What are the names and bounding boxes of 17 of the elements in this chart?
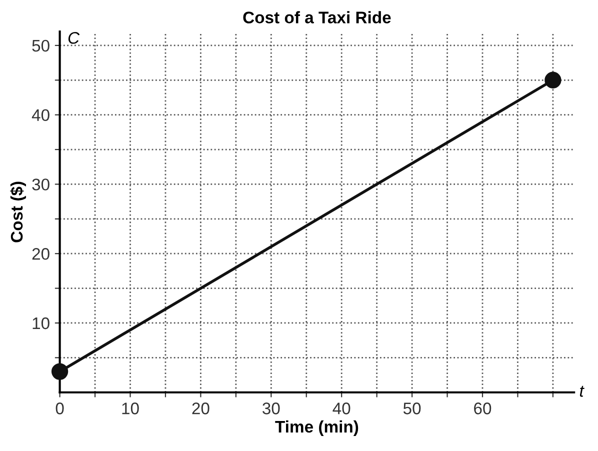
x-tick-label: 50: [403, 402, 421, 414]
annotation: C: [68, 32, 80, 44]
x-tick-label: 20: [192, 402, 210, 414]
x-tick-label: 10: [122, 402, 139, 414]
x-tick-label: 40: [332, 402, 350, 414]
y-tick-label: 10: [32, 317, 50, 330]
x-tick-label: 30: [262, 402, 280, 414]
y-tick-label: 30: [32, 178, 50, 190]
x-axis-title: Time (min): [275, 420, 358, 436]
text: t: [580, 386, 584, 397]
x-tick-label: 0: [56, 402, 64, 414]
y-tick-label: 40: [32, 109, 50, 122]
y-tick-label: 20: [32, 248, 50, 260]
y-axis-title: Cost ($): [10, 182, 26, 242]
y-tick-label: 50: [32, 40, 50, 52]
x-tick-label: 60: [474, 402, 492, 414]
chart-title: Cost of a Taxi Ride: [243, 11, 391, 24]
